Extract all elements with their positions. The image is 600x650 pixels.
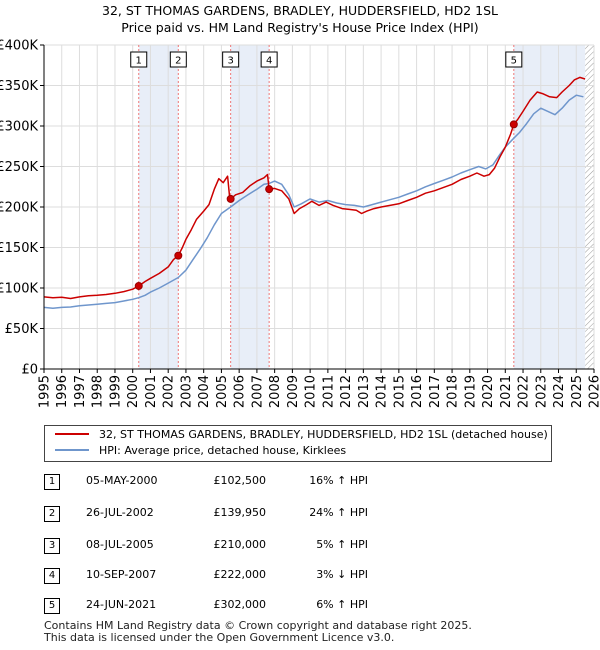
x-tick-label: 2013 — [357, 375, 372, 408]
x-tick-label: 2006 — [233, 375, 248, 408]
x-tick-label: 2017 — [428, 375, 443, 408]
footer-license: This data is licensed under the Open Gov… — [44, 631, 395, 644]
sale-number-badge: 3 — [44, 538, 60, 554]
x-tick-label: 2025 — [570, 375, 585, 408]
x-tick-label: 2004 — [197, 375, 212, 408]
sale-date: 05-MAY-2000 — [86, 474, 158, 487]
x-tick-label: 2015 — [392, 375, 407, 408]
sale-number-badge: 5 — [44, 598, 60, 614]
y-tick-label: £350K — [0, 79, 38, 94]
x-tick-label: 1999 — [108, 375, 123, 408]
sale-point — [174, 251, 183, 260]
sale-number-label: 3 — [227, 56, 233, 67]
x-tick-label: 2010 — [304, 375, 319, 408]
x-tick-label: 2001 — [144, 375, 159, 408]
y-tick-label: £200K — [0, 201, 38, 216]
sale-number-label: 4 — [266, 56, 272, 67]
y-tick-label: £250K — [0, 160, 38, 175]
x-tick-label: 1998 — [91, 375, 106, 408]
x-tick-label: 2014 — [375, 375, 390, 408]
sale-number-box — [130, 51, 148, 68]
x-tick-label: 2021 — [499, 375, 514, 408]
sale-number-label: 1 — [136, 56, 142, 67]
chart-subtitle: Price paid vs. HM Land Registry's House … — [121, 20, 479, 35]
x-tick-label: 2008 — [268, 375, 283, 408]
sale-hpi-change: 5% ↑ HPI — [316, 538, 368, 551]
x-tick-label: 2023 — [534, 375, 549, 408]
x-tick-label: 2009 — [286, 375, 301, 408]
x-tick-label: 2002 — [162, 375, 177, 408]
x-tick-label: 2018 — [446, 375, 461, 408]
sale-number-badge: 4 — [44, 568, 60, 584]
legend-label-hpi: HPI: Average price, detached house, Kirk… — [99, 444, 347, 457]
sale-price: £302,000 — [213, 598, 267, 611]
sale-hpi-change: 3% ↓ HPI — [316, 568, 368, 581]
x-tick-label: 2011 — [321, 375, 336, 408]
legend-item-hpi: HPI: Average price, detached house, Kirk… — [55, 443, 346, 459]
x-tick-label: 2007 — [250, 375, 265, 408]
sale-point — [134, 281, 143, 290]
sale-point — [226, 194, 235, 203]
x-tick-label: 2005 — [215, 375, 230, 408]
sale-date: 26-JUL-2002 — [86, 506, 154, 519]
sale-number-box — [222, 51, 240, 68]
x-tick-label: 1996 — [55, 375, 70, 408]
chart-title-block: 32, ST THOMAS GARDENS, BRADLEY, HUDDERSF… — [0, 2, 600, 36]
x-tick-label: 2024 — [552, 375, 567, 408]
sale-number-box — [505, 51, 523, 68]
y-tick-label: £100K — [0, 282, 38, 297]
sale-number-box — [169, 51, 187, 68]
sale-number-badge: 2 — [44, 506, 60, 522]
x-tick-label: 2000 — [126, 375, 141, 408]
sale-date: 08-JUL-2005 — [86, 538, 154, 551]
x-tick-label: 2003 — [179, 375, 194, 408]
y-tick-label: £300K — [0, 120, 38, 135]
footer-attribution: Contains HM Land Registry data © Crown c… — [44, 620, 472, 644]
x-tick-label: 1995 — [38, 375, 53, 408]
x-tick-label: 2019 — [463, 375, 478, 408]
sale-hpi-change: 16% ↑ HPI — [309, 474, 368, 487]
y-tick-label: £0 — [21, 363, 38, 378]
sale-hpi-change: 6% ↑ HPI — [316, 598, 368, 611]
x-tick-label: 2020 — [481, 375, 496, 408]
x-tick-label: 2026 — [588, 375, 600, 408]
chart-legend: 32, ST THOMAS GARDENS, BRADLEY, HUDDERSF… — [44, 425, 552, 462]
sale-price: £139,950 — [213, 506, 267, 519]
legend-label-property: 32, ST THOMAS GARDENS, BRADLEY, HUDDERSF… — [99, 428, 548, 441]
footer-copyright: Contains HM Land Registry data © Crown c… — [44, 619, 472, 632]
sale-point — [509, 120, 518, 129]
sale-hpi-change: 24% ↑ HPI — [309, 506, 368, 519]
x-tick-label: 2012 — [339, 375, 354, 408]
y-tick-label: £50K — [5, 322, 39, 337]
sale-price: £102,500 — [213, 474, 267, 487]
sale-number-label: 5 — [511, 56, 517, 67]
sale-date: 24-JUN-2021 — [86, 598, 157, 611]
x-tick-label: 2022 — [517, 375, 532, 408]
x-tick-label: 1997 — [73, 375, 88, 408]
sale-number-box — [260, 51, 278, 68]
price-chart: 1 2 3 4 5 £0 £50K £100K £150K £200K £250K £300K £35… — [0, 39, 600, 409]
x-tick-label: 2016 — [410, 375, 425, 408]
sale-price: £210,000 — [213, 538, 267, 551]
y-tick-label: £150K — [0, 241, 38, 256]
sale-price: £222,000 — [213, 568, 267, 581]
sale-number-badge: 1 — [44, 474, 60, 490]
legend-swatch-property — [55, 433, 89, 435]
property-series-line — [44, 76, 586, 300]
chart-title: 32, ST THOMAS GARDENS, BRADLEY, HUDDERSF… — [102, 3, 498, 18]
legend-item-property: 32, ST THOMAS GARDENS, BRADLEY, HUDDERSF… — [55, 427, 548, 443]
sale-date: 10-SEP-2007 — [86, 568, 157, 581]
y-tick-label: £400K — [0, 39, 38, 54]
sale-point — [265, 185, 274, 194]
legend-swatch-hpi — [55, 449, 89, 451]
sale-number-label: 2 — [175, 56, 181, 67]
